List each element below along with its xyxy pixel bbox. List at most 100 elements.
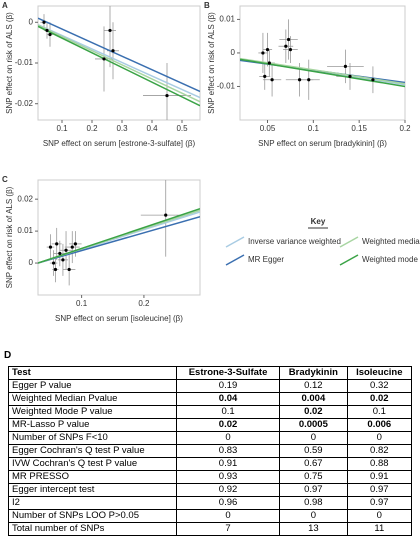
point <box>165 93 169 98</box>
point <box>67 267 71 272</box>
cell: 0.91 <box>346 470 413 484</box>
point <box>102 57 106 61</box>
y-tick-label: 0.01 <box>17 226 33 235</box>
fit-line <box>38 216 200 264</box>
y-tick-label: 0 <box>231 48 236 57</box>
point <box>265 47 270 52</box>
cell: 0 <box>176 431 281 445</box>
cell: Weighted Mode P value <box>7 405 178 419</box>
cell: 0.97 <box>346 483 413 497</box>
panel-label: D <box>4 350 12 361</box>
cell: 11 <box>346 522 413 536</box>
cell: 0.0005 <box>279 418 348 432</box>
point <box>267 61 271 65</box>
cell: 0 <box>279 509 348 523</box>
x-tick-label: 0.05 <box>260 124 276 133</box>
cell: 0.98 <box>279 496 348 510</box>
point <box>55 242 59 246</box>
key-label: MR Egger <box>248 255 284 264</box>
x-tick-label: 0.5 <box>176 124 188 133</box>
point <box>48 245 53 249</box>
cell: 0.92 <box>176 483 281 497</box>
y-tick-label: -0.01 <box>15 58 34 67</box>
point <box>164 213 168 217</box>
cell: 0 <box>176 509 281 523</box>
row: MR-Lasso P value 0.02 0.0005 0.006 <box>7 418 413 432</box>
cell: 0.02 <box>176 418 281 432</box>
cell: Weighted Median Pvalue <box>7 392 178 406</box>
point <box>111 49 115 53</box>
cell: 0.02 <box>279 405 348 419</box>
y-tick-label: 0 <box>29 258 34 267</box>
header-cell: Bradykinin <box>279 366 348 380</box>
x-axis-label: SNP effect on serum [estrone-3-sulfate] … <box>43 139 196 148</box>
cell: 0.19 <box>176 379 281 393</box>
cell: 0.004 <box>279 392 348 406</box>
point <box>61 258 65 262</box>
point <box>297 78 302 82</box>
key-label: Weighted median <box>362 237 420 246</box>
cell: 0.006 <box>346 418 413 432</box>
point <box>343 64 348 68</box>
key-label: Weighted mode <box>362 255 418 264</box>
header-cell: Test <box>7 366 178 380</box>
cell: 0.1 <box>346 405 413 419</box>
cell: 0.91 <box>176 457 281 471</box>
row: I2 0.96 0.98 0.97 <box>7 496 413 510</box>
cell: 0.97 <box>279 483 348 497</box>
cell: I2 <box>7 496 178 510</box>
row: MR PRESSO 0.93 0.75 0.91 <box>7 470 413 484</box>
fit-line <box>240 57 405 85</box>
row: Number of SNPs F<10 0 0 0 <box>7 431 413 445</box>
row: Weighted Median Pvalue 0.04 0.004 0.02 <box>7 392 413 406</box>
point <box>58 251 62 256</box>
y-tick-label: -0.01 <box>217 82 236 91</box>
y-tick-label: -0.02 <box>15 99 34 108</box>
cell: 0.32 <box>346 379 413 393</box>
x-tick-label: 0.2 <box>138 299 150 308</box>
x-tick-label: 0.1 <box>308 124 320 133</box>
fit-line <box>240 58 405 88</box>
x-tick-label: 0.1 <box>56 124 68 133</box>
row: Number of SNPs LOO P>0.05 0 0 0 <box>7 509 413 523</box>
panel-label: B <box>204 1 210 10</box>
y-tick-label: 0 <box>29 17 34 26</box>
point <box>288 47 293 52</box>
fit-line <box>38 25 200 107</box>
cell: MR PRESSO <box>7 470 178 484</box>
row: IVW Cochran's Q test P value 0.91 0.67 0.88 <box>7 457 413 471</box>
y-axis-label: SNP effect on risk of ALS (β) <box>207 12 216 114</box>
x-axis-label: SNP effect on serum [isoleucine] (β) <box>55 314 183 323</box>
row: Egger intercept test 0.92 0.97 0.97 <box>7 483 413 497</box>
cell: 0 <box>346 509 413 523</box>
row: Egger Cochran's Q test P value 0.83 0.59 0.… <box>7 444 413 458</box>
point <box>108 28 112 33</box>
cell: Total number of SNPs <box>7 522 178 536</box>
cell: IVW Cochran's Q test P value <box>7 457 178 471</box>
point <box>263 74 267 79</box>
y-axis-label: SNP effect on risk of ALS (β) <box>5 186 14 288</box>
cell: 0.96 <box>176 496 281 510</box>
y-axis-label: SNP effect on risk of ALS (β) <box>5 12 14 114</box>
key-label: Inverse variance weighted <box>248 237 341 246</box>
point <box>42 20 46 24</box>
point <box>53 267 58 272</box>
header-cell: Isoleucine <box>346 366 413 380</box>
x-tick-label: 0.3 <box>116 124 128 133</box>
x-tick-label: 0.2 <box>399 124 411 133</box>
key-swatch <box>225 236 245 248</box>
cell: 7 <box>176 522 281 536</box>
cell: 0.02 <box>346 392 413 406</box>
x-tick-label: 0.2 <box>86 124 98 133</box>
header-cell: Estrone-3-Sulfate <box>176 366 281 380</box>
cell: Number of SNPs F<10 <box>7 431 178 445</box>
panel-label: C <box>2 175 8 184</box>
fit-line <box>38 17 200 93</box>
fit-line <box>38 208 200 264</box>
fit-line <box>38 24 200 103</box>
cell: 0.1 <box>176 405 281 419</box>
point <box>286 37 291 42</box>
x-axis-label: SNP effect on serum [bradykinin] (β) <box>258 139 387 148</box>
cell: Egger intercept test <box>7 483 178 497</box>
